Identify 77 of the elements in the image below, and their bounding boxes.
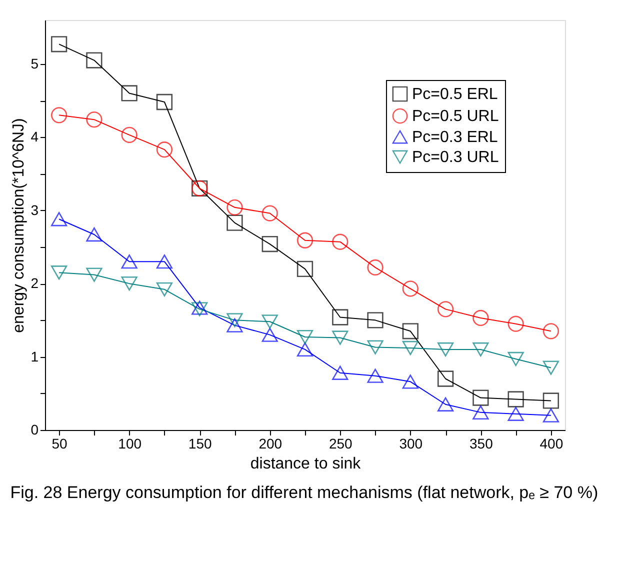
point	[508, 316, 524, 332]
point	[402, 374, 418, 389]
y-tick-label: 0	[30, 422, 39, 438]
point	[542, 392, 560, 409]
point	[50, 107, 68, 124]
point	[437, 301, 454, 318]
point	[121, 126, 138, 143]
point	[226, 199, 243, 216]
point	[508, 391, 524, 408]
point	[402, 323, 418, 340]
point	[121, 276, 138, 291]
legend-label: Pc=0.3 URL	[412, 149, 499, 166]
legend-label: Pc=0.5 ERL	[412, 86, 498, 103]
point	[86, 227, 102, 242]
point	[86, 52, 102, 68]
x-tick-label: 300	[399, 436, 423, 452]
point	[472, 390, 489, 406]
x-tick-label: 350	[469, 436, 494, 452]
point	[472, 310, 489, 326]
point	[542, 408, 560, 422]
x-tick-label: 200	[258, 436, 282, 452]
point	[296, 342, 314, 357]
point	[121, 85, 138, 102]
point	[86, 112, 102, 128]
point	[472, 405, 489, 420]
y-tick-label: 2	[30, 275, 39, 292]
y-tick-label: 3	[30, 202, 39, 218]
point	[226, 214, 243, 231]
point	[367, 259, 384, 276]
point	[296, 260, 314, 277]
x-tick-label: 400	[540, 436, 564, 452]
x-tick-label: 150	[188, 436, 212, 452]
point	[542, 360, 560, 375]
point	[437, 397, 454, 412]
point	[50, 212, 68, 226]
point	[332, 309, 348, 326]
point	[262, 328, 278, 342]
point	[542, 323, 560, 340]
point	[367, 368, 384, 383]
point	[262, 205, 278, 222]
point	[402, 340, 418, 356]
point	[86, 268, 102, 282]
caption: Fig. 28 Energy consumption for different mechanisms (flat network, pₑ ≥ 70 %)	[10, 483, 598, 502]
point	[262, 236, 278, 252]
x-tick-label: 100	[118, 436, 142, 452]
y-tick-label: 1	[30, 348, 39, 364]
point	[50, 266, 68, 280]
point	[156, 282, 173, 296]
point	[332, 330, 348, 345]
x-axis-title: distance to sink	[250, 456, 362, 472]
point	[156, 142, 173, 158]
point	[121, 254, 138, 269]
x-tick-label: 50	[52, 436, 68, 452]
point	[156, 254, 173, 269]
point	[332, 366, 348, 380]
point	[472, 342, 489, 357]
point	[332, 234, 348, 250]
x-tick-label: 250	[328, 436, 353, 452]
y-axis-title: energy consumption(*10^6NJ)	[10, 118, 28, 333]
point	[156, 94, 173, 110]
point	[367, 312, 384, 328]
point	[402, 280, 418, 297]
point	[437, 370, 454, 387]
point	[226, 318, 243, 332]
point	[262, 314, 278, 329]
point	[508, 352, 524, 366]
y-tick-label: 4	[30, 128, 39, 145]
point	[367, 340, 384, 354]
point	[437, 342, 454, 357]
y-tick-label: 5	[30, 55, 39, 72]
legend-label: Pc=0.5 URL	[412, 108, 499, 125]
legend-label: Pc=0.3 ERL	[412, 129, 498, 146]
point	[508, 406, 524, 421]
point	[296, 232, 314, 248]
point	[50, 36, 68, 52]
point	[296, 330, 314, 344]
point	[226, 313, 243, 328]
